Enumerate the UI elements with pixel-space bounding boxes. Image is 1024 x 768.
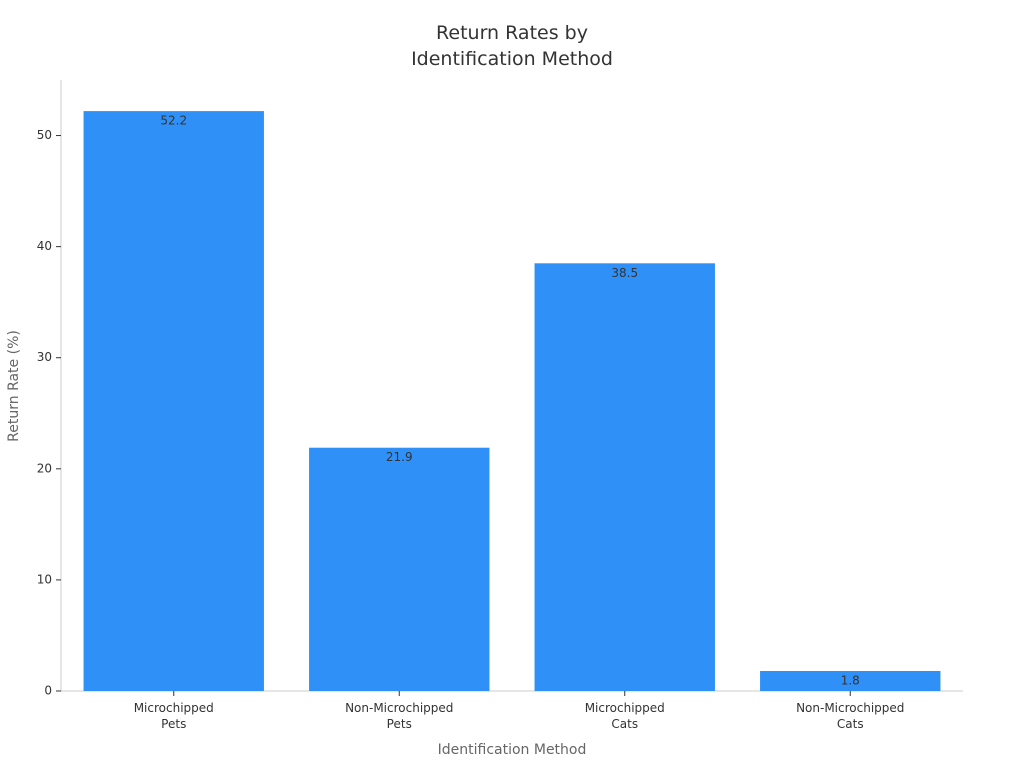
bar	[309, 447, 490, 691]
y-axis-label: Return Rate (%)	[6, 330, 22, 442]
y-tick-label: 50	[37, 128, 52, 142]
chart-title: Return Rates by Identification Method	[411, 22, 613, 70]
value-label: 1.8	[841, 674, 860, 688]
y-tick-label: 10	[37, 572, 52, 586]
value-label: 21.9	[386, 450, 413, 464]
value-label: 38.5	[611, 266, 638, 280]
x-tick-label: Non-Microchipped Pets	[345, 701, 453, 731]
bar	[83, 111, 264, 691]
value-label: 52.2	[160, 114, 187, 128]
y-tick-label: 20	[37, 461, 52, 475]
y-tick-label: 40	[37, 239, 52, 253]
x-axis-label: Identification Method	[438, 742, 587, 758]
x-tick-label: Microchipped Cats	[585, 701, 665, 731]
x-tick-label: Non-Microchipped Cats	[796, 701, 904, 731]
bar	[760, 671, 941, 691]
x-tick-label: Microchipped Pets	[134, 701, 214, 731]
bar	[534, 263, 715, 691]
y-tick-label: 0	[44, 684, 52, 698]
y-tick-label: 30	[37, 350, 52, 364]
